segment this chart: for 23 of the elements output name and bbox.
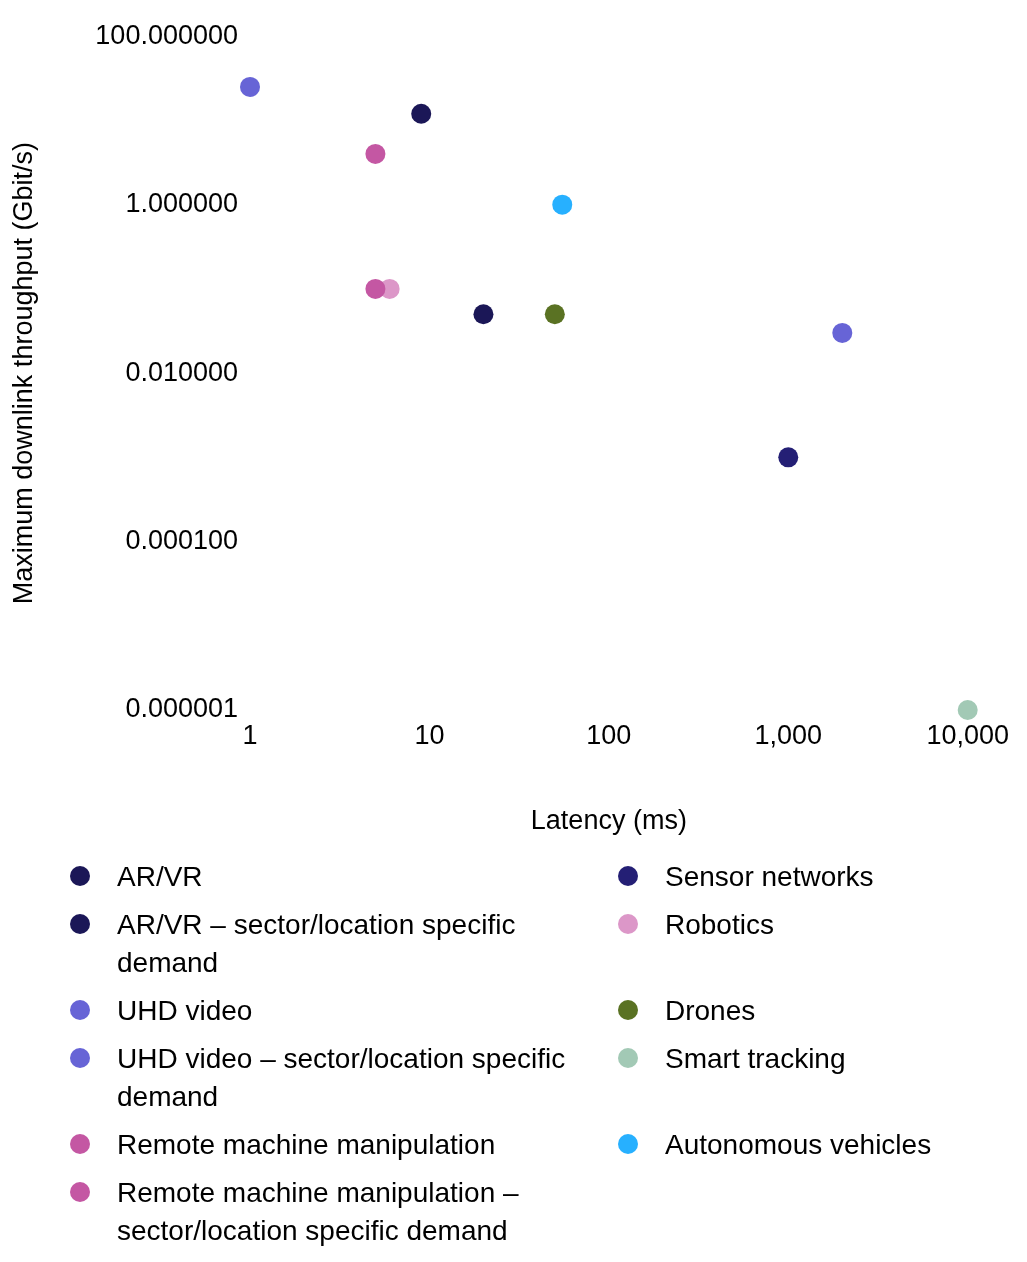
x-tick-label: 100 xyxy=(586,719,632,750)
y-tick-label: 100.000000 xyxy=(95,19,238,50)
legend-label: Smart tracking xyxy=(665,1042,846,1076)
legend-label: Sensor networks xyxy=(665,860,874,894)
legend-label: Remote machine manipulation xyxy=(117,1128,496,1162)
x-tick-label: 10,000 xyxy=(926,719,1010,750)
y-axis-title: Maximum downlink throughput (Gbit/s) xyxy=(7,142,38,605)
legend-label: Remote machine manipulation – sector/location specific demand xyxy=(117,1176,520,1248)
y-tick-label: 0.000100 xyxy=(125,525,238,555)
legend-label: AR/VR xyxy=(117,860,203,894)
y-tick-label: 0.000001 xyxy=(125,693,238,724)
x-axis-title: Latency (ms) xyxy=(530,805,687,836)
legend-label: UHD video – sector/location specific demand xyxy=(117,1042,567,1114)
legend-label: AR/VR – sector/location specific demand xyxy=(117,908,517,980)
legend-label: UHD video xyxy=(117,994,253,1028)
y-tick-label: 1.000000 xyxy=(125,188,238,219)
x-tick-label: 1 xyxy=(242,719,258,750)
legend-label: Autonomous vehicles xyxy=(665,1128,932,1162)
x-tick-label: 10 xyxy=(414,719,445,750)
legend-label: Drones xyxy=(665,994,756,1028)
legend-label: Robotics xyxy=(665,908,774,942)
y-tick-label: 0.010000 xyxy=(125,356,238,387)
x-tick-label: 1,000 xyxy=(754,719,823,750)
